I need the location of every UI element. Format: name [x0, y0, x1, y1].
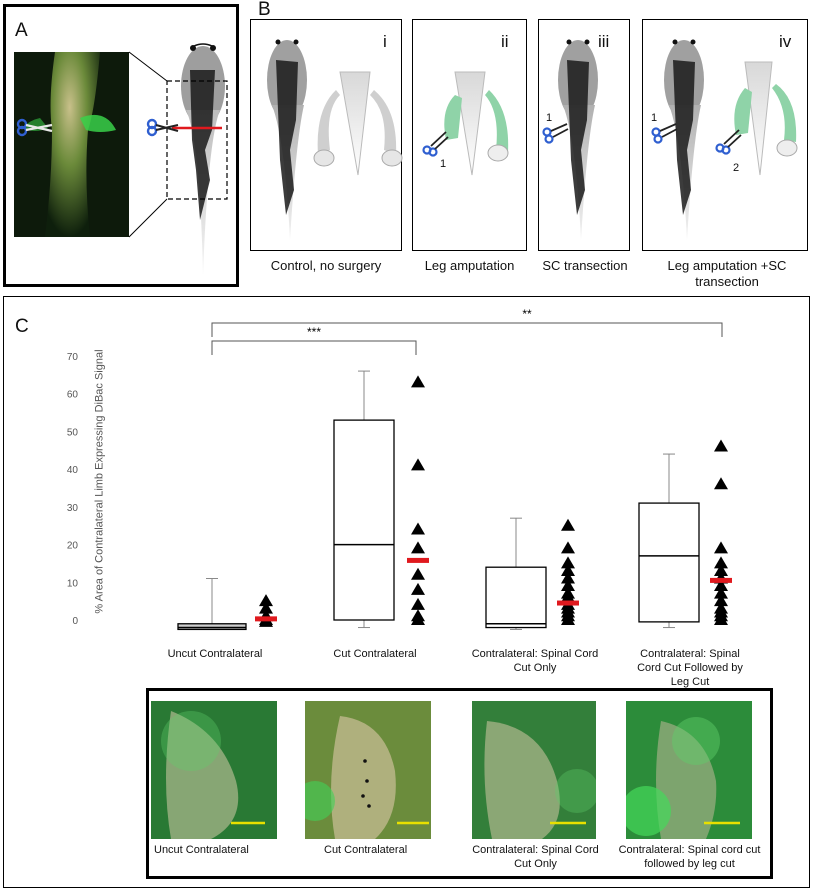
y-tick-label: 70: [67, 352, 79, 363]
caption-leg-amputation-sc: Leg amputation +SC transection: [667, 258, 787, 289]
subpanel-iv-numeral: iv: [779, 32, 792, 51]
panel-a-letter: A: [15, 20, 28, 41]
scissors-icon: [146, 118, 179, 137]
tadpole-drawing: [267, 39, 307, 240]
y-tick-label: 0: [72, 616, 78, 627]
data-point: [259, 594, 273, 607]
y-tick-label: 20: [67, 541, 79, 552]
data-point: [411, 458, 425, 471]
subpanel-i-numeral: i: [383, 32, 387, 51]
category-label: Cut Contralateral: [333, 648, 417, 660]
micrograph: [626, 701, 752, 839]
micrograph: [305, 701, 431, 839]
significance-label: **: [522, 307, 532, 321]
data-point: [411, 582, 425, 595]
data-point: [561, 556, 575, 569]
hindlimb-drawing: [313, 71, 403, 176]
panel-c-letter: C: [15, 316, 29, 337]
data-point: [411, 375, 425, 388]
data-point: [411, 522, 425, 535]
step-number: 1: [546, 112, 553, 124]
data-point: [714, 586, 728, 599]
step-number: 2: [733, 162, 740, 174]
significance-label: ***: [307, 325, 321, 339]
data-point: [714, 541, 728, 554]
scissors-icon: [542, 123, 569, 144]
scissors-icon: [715, 129, 742, 155]
box: [177, 623, 247, 631]
data-point: [561, 563, 575, 576]
micrograph-label: Uncut Contralateral: [154, 844, 249, 856]
data-point: [411, 613, 425, 625]
micrograph-label: Contralateral: Spinal Cord Cut Only: [472, 844, 599, 870]
y-tick-label: 40: [67, 465, 79, 476]
box: [638, 502, 700, 623]
tadpole-drawing: [664, 39, 704, 240]
box: [485, 566, 547, 629]
scissors-icon: [16, 118, 53, 137]
tadpole-photo-body: [45, 52, 100, 237]
micrograph-label: Contralateral: Spinal cord cut followed …: [618, 844, 761, 870]
median-marker: [557, 600, 579, 606]
data-point: [561, 579, 575, 592]
data-point: [714, 556, 728, 569]
data-point: [411, 597, 425, 610]
limb-glow: [80, 114, 116, 132]
box: [333, 419, 395, 621]
data-point: [714, 594, 728, 607]
category-label: Contralateral: Spinal Cord Cut Only: [471, 648, 599, 674]
step-number: 1: [440, 158, 447, 170]
scissors-icon: [651, 123, 678, 144]
hindlimb-drawing: [734, 61, 798, 176]
y-tick-label: 10: [67, 578, 79, 589]
data-point: [714, 579, 728, 592]
y-tick-label: 50: [67, 427, 79, 438]
significance-bracket: [211, 340, 417, 355]
caption-leg-amputation: Leg amputation: [424, 258, 515, 273]
data-point: [714, 439, 728, 452]
y-tick-label: 60: [67, 390, 79, 401]
panel-b-letter: B: [258, 0, 271, 20]
micrograph: [151, 701, 277, 839]
subpanel-iii-numeral: iii: [598, 32, 610, 51]
panel-b-art: [267, 39, 798, 240]
data-point: [714, 563, 728, 576]
data-point: [259, 601, 273, 614]
data-point: [411, 541, 425, 554]
data-point: [714, 477, 728, 490]
data-point: [714, 613, 728, 625]
y-axis-label: % Area of Contralateral Limb Expressing …: [93, 349, 106, 614]
data-point: [561, 571, 575, 584]
micrograph: [472, 701, 596, 839]
hindlimb-drawing: [444, 71, 509, 176]
data-point: [561, 613, 575, 625]
tadpole-drawing: [558, 39, 598, 240]
category-label: Contralateral: Spinal Cord Cut Followed …: [637, 648, 743, 688]
data-point: [561, 518, 575, 531]
scissors-icon: [422, 131, 449, 157]
tadpole-drawing: [181, 43, 225, 275]
panel-a-art: [14, 43, 228, 275]
caption-sc-transection: SC transection: [542, 258, 628, 273]
median-marker: [407, 557, 429, 563]
micrograph-label: Cut Contralateral: [324, 844, 408, 856]
median-marker: [255, 616, 277, 622]
subpanel-ii-numeral: ii: [501, 32, 509, 51]
significance-bracket: [211, 322, 723, 337]
category-label: Uncut Contralateral: [167, 648, 263, 660]
median-marker: [710, 577, 732, 583]
y-tick-label: 30: [67, 503, 79, 514]
data-point: [561, 541, 575, 554]
data-point: [411, 567, 425, 580]
zoom-line-bottom: [128, 198, 168, 238]
data-point: [561, 590, 575, 603]
step-number: 1: [651, 112, 658, 124]
caption-control: Control, no surgery: [270, 258, 382, 273]
zoom-line-top: [128, 51, 168, 82]
zoom-box: [166, 80, 228, 200]
